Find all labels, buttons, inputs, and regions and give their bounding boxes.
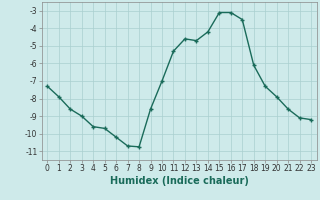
X-axis label: Humidex (Indice chaleur): Humidex (Indice chaleur) xyxy=(110,176,249,186)
